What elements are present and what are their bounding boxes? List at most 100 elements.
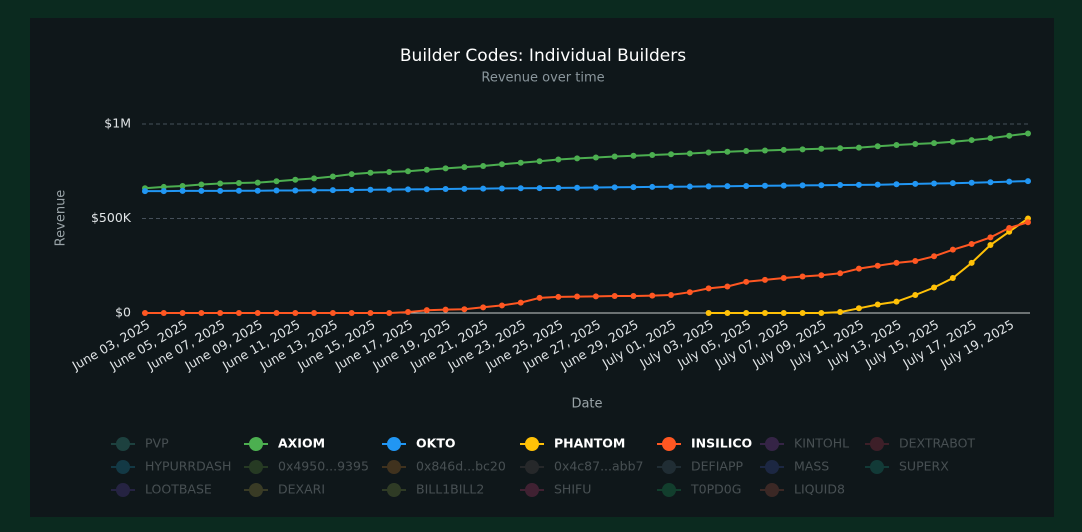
- legend-label: PVP: [145, 436, 169, 451]
- data-point: [799, 310, 806, 316]
- legend-label: LOOTBASE: [145, 482, 212, 497]
- legend-marker: [249, 437, 263, 451]
- legend-item[interactable]: HYPURRDASH: [111, 459, 231, 475]
- legend-marker: [765, 437, 779, 451]
- legend-item[interactable]: 0x846d...bc20: [382, 459, 506, 475]
- legend-item[interactable]: DEXTRABOT: [865, 436, 975, 452]
- legend-marker: [116, 483, 130, 497]
- data-point: [724, 283, 731, 290]
- data-point: [423, 186, 430, 193]
- data-point: [386, 186, 393, 193]
- data-point: [498, 185, 505, 192]
- data-point: [348, 171, 355, 178]
- legend-label: 0x846d...bc20: [416, 459, 506, 474]
- legend-item[interactable]: PHANTOM: [520, 436, 625, 452]
- legend-item[interactable]: T0PD0G: [657, 482, 741, 498]
- legend-item[interactable]: OKTO: [382, 436, 455, 452]
- data-point: [931, 284, 938, 291]
- data-point: [743, 310, 750, 316]
- legend-marker: [525, 483, 539, 497]
- data-point: [292, 187, 299, 194]
- data-point: [198, 181, 205, 188]
- data-point: [386, 310, 393, 316]
- data-point: [724, 183, 731, 190]
- data-point: [160, 188, 167, 195]
- data-point: [705, 183, 712, 190]
- legend-label: 0x4950...9395: [278, 459, 369, 474]
- data-point: [442, 186, 449, 193]
- data-point: [480, 162, 487, 169]
- data-point: [198, 187, 205, 194]
- chart-title: Builder Codes: Individual Builders: [400, 46, 686, 66]
- legend-marker: [662, 483, 676, 497]
- legend-marker: [765, 460, 779, 474]
- legend-item[interactable]: AXIOM: [244, 436, 325, 452]
- legend-item[interactable]: SUPERX: [865, 459, 949, 475]
- data-point: [179, 187, 186, 194]
- data-point: [480, 304, 487, 311]
- legend-marker: [387, 437, 401, 451]
- legend-label: HYPURRDASH: [145, 459, 231, 474]
- legend-label: KINTOHL: [794, 436, 849, 451]
- data-point: [235, 179, 242, 186]
- legend-label: LIQUID8: [794, 482, 845, 497]
- data-point: [799, 273, 806, 280]
- legend-item[interactable]: KINTOHL: [760, 436, 849, 452]
- legend-item[interactable]: DEXARI: [244, 482, 325, 498]
- y-axis-label: Revenue: [54, 190, 69, 247]
- legend-label: BILL1BILL2: [416, 482, 484, 497]
- data-point: [761, 182, 768, 189]
- data-point: [498, 161, 505, 168]
- legend-item[interactable]: MASS: [760, 459, 829, 475]
- data-point: [743, 148, 750, 155]
- data-point: [142, 310, 148, 316]
- legend-item[interactable]: LOOTBASE: [111, 482, 212, 498]
- data-point: [949, 275, 956, 282]
- legend-item[interactable]: SHIFU: [520, 482, 591, 498]
- data-point: [949, 246, 956, 253]
- data-point: [818, 145, 825, 152]
- legend-item[interactable]: 0x4950...9395: [244, 459, 369, 475]
- legend-item[interactable]: BILL1BILL2: [382, 482, 484, 498]
- data-point: [761, 147, 768, 154]
- data-point: [235, 310, 242, 316]
- data-point: [348, 186, 355, 193]
- data-point: [968, 259, 975, 266]
- data-point: [292, 176, 299, 183]
- data-point: [442, 306, 449, 313]
- series-line: [145, 221, 1029, 314]
- data-point: [931, 253, 938, 260]
- data-point: [423, 307, 430, 314]
- data-point: [480, 185, 487, 192]
- legend-item[interactable]: PVP: [111, 436, 169, 452]
- data-point: [949, 180, 956, 187]
- legend-item[interactable]: LIQUID8: [760, 482, 845, 498]
- data-point: [461, 185, 468, 192]
- data-point: [405, 186, 412, 193]
- data-point: [160, 310, 167, 316]
- data-point: [686, 183, 693, 190]
- data-point: [912, 180, 919, 187]
- data-point: [818, 272, 825, 279]
- data-point: [292, 310, 299, 316]
- data-point: [423, 166, 430, 173]
- data-point: [311, 310, 318, 316]
- legend-label: SHIFU: [554, 482, 591, 497]
- data-point: [668, 292, 675, 299]
- legend-item[interactable]: 0x4c87...abb7: [520, 459, 643, 475]
- legend-item[interactable]: DEFIAPP: [657, 459, 743, 475]
- legend-label: 0x4c87...abb7: [554, 459, 643, 474]
- data-point: [329, 187, 336, 194]
- data-point: [780, 182, 787, 189]
- data-point: [949, 138, 956, 145]
- data-point: [686, 289, 693, 296]
- legend-marker: [662, 460, 676, 474]
- data-point: [160, 183, 167, 190]
- data-point: [874, 143, 881, 150]
- data-point: [273, 178, 280, 185]
- data-point: [517, 185, 524, 192]
- data-point: [592, 293, 599, 300]
- legend-item[interactable]: INSILICO: [657, 436, 752, 452]
- y-tick-label: $0: [115, 305, 131, 320]
- legend-label: SUPERX: [899, 459, 949, 474]
